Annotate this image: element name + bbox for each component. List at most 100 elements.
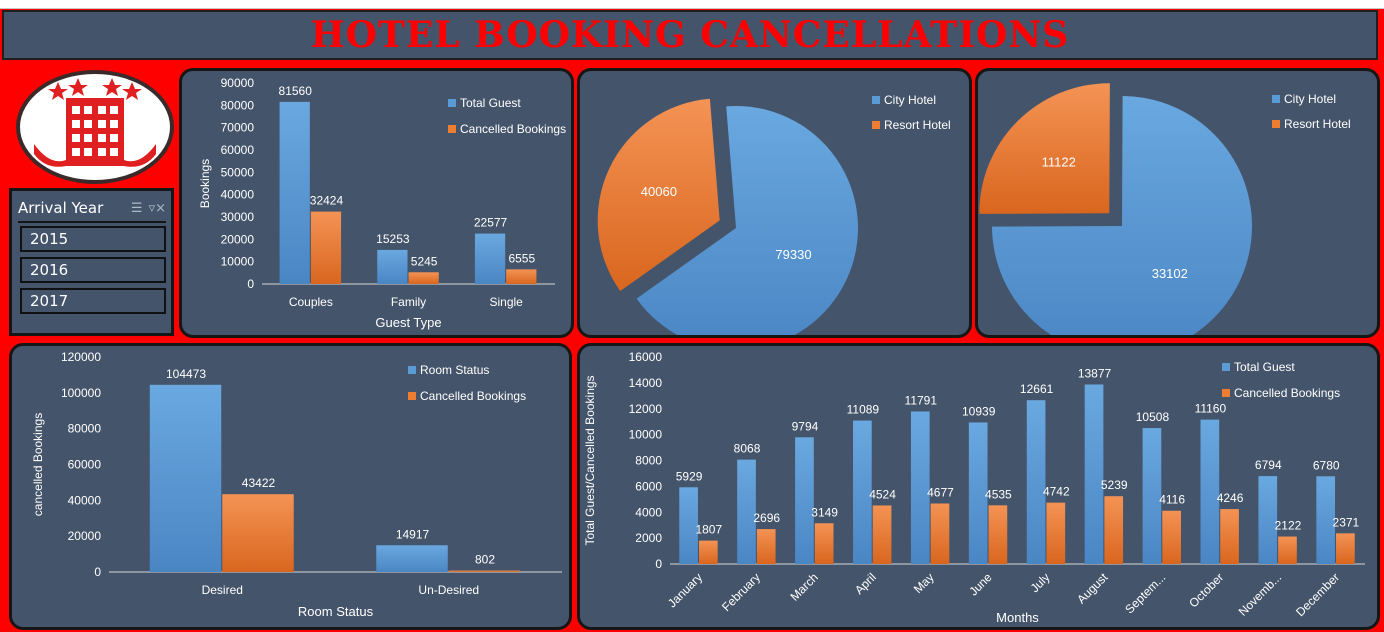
y-tick-label: 0 (94, 565, 101, 579)
bar-orange (988, 505, 1008, 564)
pie-slice-resort-hotel (597, 98, 720, 292)
data-label: 6555 (508, 251, 535, 265)
bar-orange (698, 540, 718, 564)
data-label: 1807 (695, 523, 722, 537)
y-tick-label: 80000 (221, 98, 255, 112)
x-axis-title: Months (996, 610, 1039, 625)
bar-blue (1258, 476, 1278, 564)
legend-label: Cancelled Bookings (1234, 386, 1340, 400)
x-tick-label: Couples (289, 295, 333, 309)
y-axis-title: Bookings (198, 159, 212, 208)
bar-blue (1200, 419, 1220, 564)
hotel-logo (16, 70, 174, 184)
x-tick-label: Single (489, 295, 523, 309)
x-tick-label: February (719, 570, 763, 614)
y-tick-label: 120000 (61, 350, 101, 364)
bar-blue (1026, 400, 1046, 564)
data-label: 32424 (310, 194, 344, 208)
pie-data-label: 11122 (1042, 155, 1076, 170)
legend-label: City Hotel (1284, 92, 1336, 106)
x-tick-label: April (852, 570, 879, 597)
legend-label: Cancelled Bookings (420, 389, 526, 403)
data-label: 802 (475, 553, 495, 567)
legend-swatch (448, 99, 456, 107)
bar-blue (377, 249, 408, 284)
x-tick-label: March (787, 570, 820, 603)
x-tick-label: July (1028, 570, 1053, 595)
pie-slice-resort-hotel (979, 83, 1110, 214)
data-label: 8068 (734, 442, 761, 456)
y-tick-label: 90000 (221, 76, 255, 90)
bar-blue (376, 545, 448, 572)
bar-blue (149, 384, 222, 572)
multi-select-icon[interactable]: ☰ (130, 200, 143, 216)
data-label: 4742 (1043, 485, 1070, 499)
y-tick-label: 14000 (629, 376, 663, 390)
legend-label: Total Guest (1234, 360, 1295, 374)
y-tick-label: 100000 (61, 386, 101, 400)
bar-orange (756, 529, 776, 564)
data-label: 6794 (1255, 458, 1282, 472)
data-label: 4116 (1159, 493, 1185, 507)
bar-orange (1336, 533, 1355, 564)
bar-orange (1104, 496, 1124, 564)
x-axis-title: Room Status (298, 604, 374, 619)
pie-data-label: 40060 (641, 184, 677, 199)
data-label: 10939 (962, 404, 996, 418)
bar-blue (1316, 476, 1336, 564)
data-label: 5929 (676, 469, 703, 483)
legend-label: Cancelled Bookings (460, 122, 566, 136)
months-chart-panel: 0 2000 4000 6000 8000 10000 12000 14000 16000 592… (577, 343, 1380, 630)
data-label: 11160 (1195, 402, 1227, 416)
y-tick-label: 40000 (68, 493, 102, 507)
hotel-pie-chart-panel-1: 79330 40060 City Hotel Resort Hotel (577, 68, 972, 338)
x-tick-label: Un-Desired (418, 583, 479, 597)
data-label: 5239 (1101, 478, 1128, 492)
pie-data-label: 79330 (775, 247, 811, 262)
bar-orange (1162, 510, 1181, 564)
legend-swatch (1272, 120, 1280, 128)
y-tick-label: 0 (655, 557, 662, 571)
slicer-item-2015[interactable]: 2015 (20, 226, 166, 252)
guest-type-chart: 0 10000 20000 30000 40000 50000 60000 70000 8000… (198, 76, 566, 330)
dashboard-title-bar: HOTEL BOOKING CANCELLATIONS (2, 10, 1378, 60)
x-tick-label: October (1186, 570, 1226, 610)
y-tick-label: 30000 (221, 210, 255, 224)
pie-data-label: 33102 (1152, 266, 1188, 281)
data-label: 4535 (985, 487, 1012, 501)
x-tick-label: Novemb... (1236, 570, 1285, 619)
data-label: 11089 (847, 403, 880, 417)
legend-label: City Hotel (884, 93, 936, 107)
legend-label: Room Status (420, 363, 489, 377)
y-tick-label: 50000 (221, 165, 255, 179)
hotel-pie-chart-1: 79330 40060 City Hotel Resort Hotel (597, 93, 951, 335)
bar-blue (968, 422, 988, 564)
data-label: 15253 (376, 232, 410, 246)
y-tick-label: 60000 (68, 458, 102, 472)
bar-orange (408, 272, 439, 284)
room-status-chart: 0 20000 40000 60000 80000 100000 120000 104473 4… (31, 350, 562, 619)
clear-filter-icon[interactable]: ▿× (148, 200, 166, 216)
y-tick-label: 20000 (68, 529, 102, 543)
y-tick-label: 0 (247, 277, 254, 291)
data-label: 43422 (242, 476, 276, 490)
y-tick-label: 40000 (221, 188, 255, 202)
data-label: 104473 (166, 367, 206, 381)
data-label: 3149 (811, 505, 838, 519)
legend-label: Resort Hotel (884, 118, 951, 132)
legend-swatch (448, 125, 456, 133)
bar-blue (853, 420, 872, 564)
bar-orange (1046, 502, 1066, 564)
legend-swatch (408, 392, 416, 400)
y-tick-label: 8000 (635, 454, 662, 468)
slicer-item-2017[interactable]: 2017 (20, 288, 166, 314)
data-label: 22577 (474, 216, 508, 230)
slicer-item-2016[interactable]: 2016 (20, 257, 166, 283)
legend-swatch (1222, 389, 1230, 397)
legend-label: Resort Hotel (1284, 117, 1351, 131)
bar-blue (910, 411, 930, 564)
y-axis-title: Total Guest/Cancelled Bookings (583, 375, 597, 545)
hotel-building-icon (25, 78, 165, 174)
y-tick-label: 4000 (635, 505, 662, 519)
data-label: 2371 (1333, 515, 1360, 529)
